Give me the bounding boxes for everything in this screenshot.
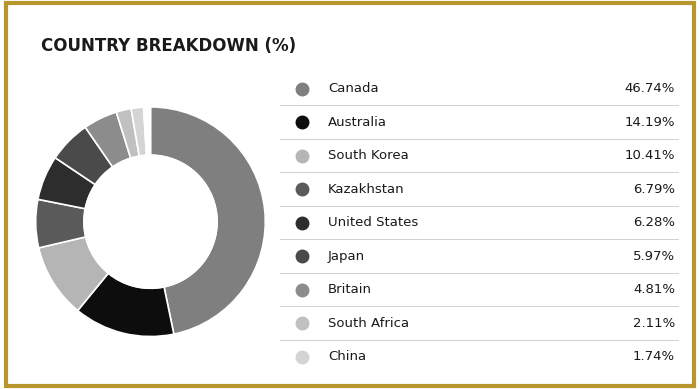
Wedge shape — [144, 107, 150, 155]
Text: Britain: Britain — [328, 283, 372, 296]
Text: 6.28%: 6.28% — [633, 216, 675, 229]
Wedge shape — [78, 273, 174, 336]
Text: United States: United States — [328, 216, 418, 229]
Circle shape — [84, 155, 217, 288]
Wedge shape — [116, 109, 139, 158]
Text: 10.41%: 10.41% — [624, 149, 675, 162]
Text: Australia: Australia — [328, 116, 387, 129]
Text: 5.97%: 5.97% — [633, 250, 675, 263]
Wedge shape — [150, 107, 265, 334]
Text: Kazakhstan: Kazakhstan — [328, 183, 405, 196]
Text: Japan: Japan — [328, 250, 365, 263]
Text: 6.79%: 6.79% — [633, 183, 675, 196]
Text: Canada: Canada — [328, 82, 379, 95]
Text: South Korea: South Korea — [328, 149, 409, 162]
Wedge shape — [36, 199, 85, 248]
Wedge shape — [85, 112, 131, 167]
Text: 46.74%: 46.74% — [624, 82, 675, 95]
Text: South Africa: South Africa — [328, 317, 409, 330]
Wedge shape — [55, 127, 113, 185]
Text: 1.74%: 1.74% — [633, 350, 675, 363]
Text: 4.81%: 4.81% — [633, 283, 675, 296]
Wedge shape — [131, 107, 146, 156]
Wedge shape — [38, 158, 95, 209]
Text: China: China — [328, 350, 366, 363]
Wedge shape — [38, 237, 108, 310]
Text: 2.11%: 2.11% — [633, 317, 675, 330]
Text: COUNTRY BREAKDOWN (%): COUNTRY BREAKDOWN (%) — [41, 37, 296, 54]
Text: 14.19%: 14.19% — [624, 116, 675, 129]
